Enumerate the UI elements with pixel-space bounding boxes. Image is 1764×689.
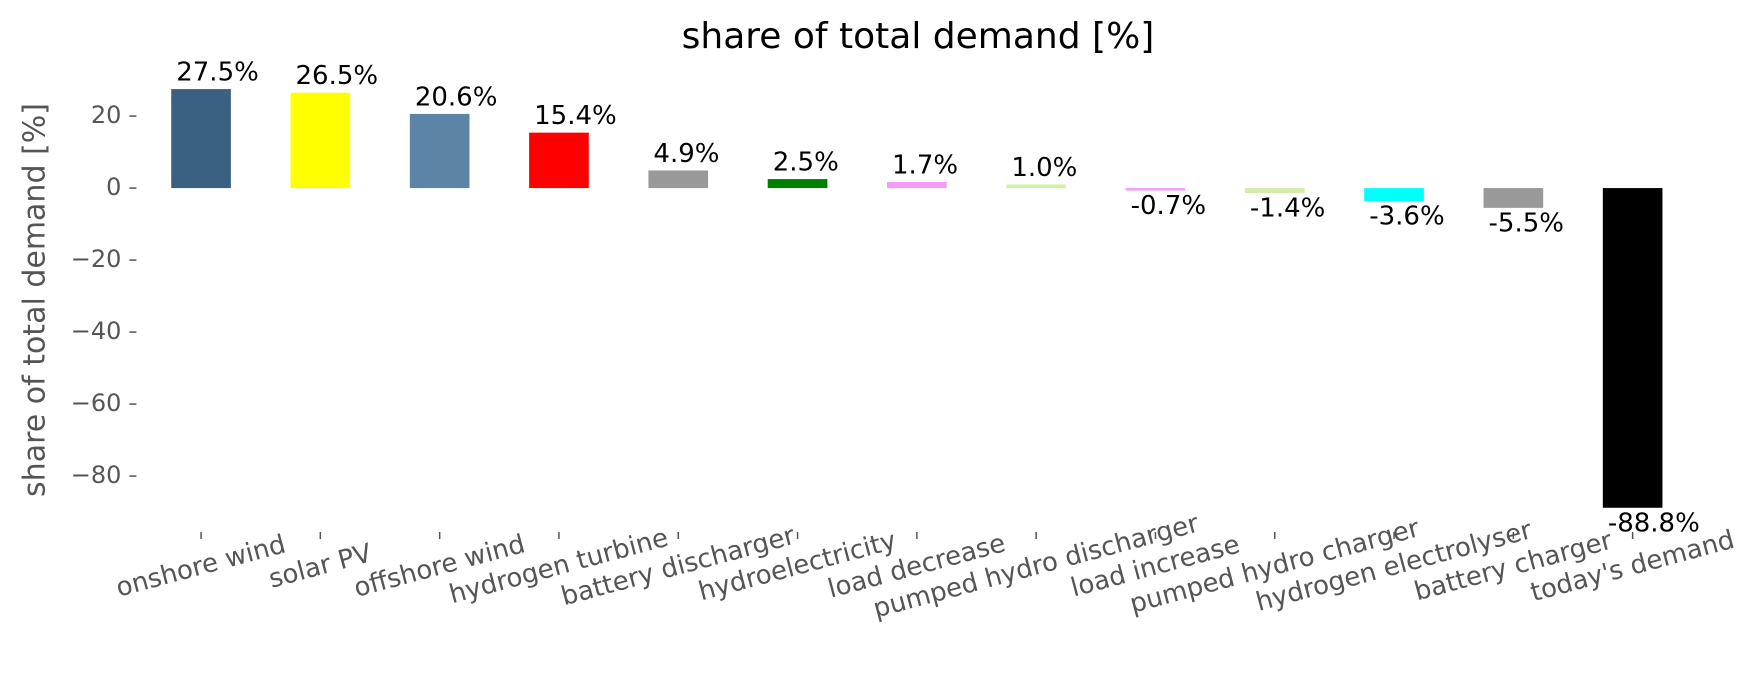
value-label: 1.7%: [892, 150, 958, 180]
y-tick-label: 0: [106, 173, 121, 201]
y-tick-label: −40: [71, 317, 122, 345]
value-label: -3.6%: [1369, 202, 1444, 232]
y-tick-label: 20: [91, 101, 122, 129]
bar: [1364, 188, 1424, 202]
y-tick-label: −60: [71, 389, 122, 417]
bar: [409, 113, 470, 189]
bar: [290, 92, 351, 189]
value-label: 2.5%: [773, 148, 839, 178]
bar: [887, 181, 947, 189]
bar: [529, 132, 589, 189]
value-label: -0.7%: [1131, 191, 1206, 221]
value-label: 15.4%: [534, 101, 617, 131]
y-tick-label: −80: [71, 461, 122, 489]
bar: [1244, 188, 1305, 194]
bar: [171, 89, 231, 189]
y-axis-label: share of total demand [%]: [18, 103, 53, 497]
bar: [767, 179, 828, 189]
bar: [1483, 188, 1544, 208]
x-tick-label: onshore wind: [113, 529, 289, 603]
value-label: 26.5%: [296, 61, 379, 91]
bar: [1602, 188, 1663, 508]
bar: [1125, 188, 1186, 191]
value-label: -5.5%: [1489, 208, 1564, 238]
value-label: 4.9%: [653, 139, 719, 169]
value-label: 20.6%: [415, 82, 498, 112]
value-label: -1.4%: [1250, 194, 1325, 224]
y-tick-label: −20: [71, 245, 122, 273]
value-label: -88.8%: [1608, 508, 1700, 538]
value-label: 27.5%: [176, 58, 259, 88]
chart-title: share of total demand [%]: [682, 16, 1155, 57]
bar: [648, 170, 709, 189]
bar: [1006, 184, 1066, 189]
value-label: 1.0%: [1011, 153, 1077, 183]
